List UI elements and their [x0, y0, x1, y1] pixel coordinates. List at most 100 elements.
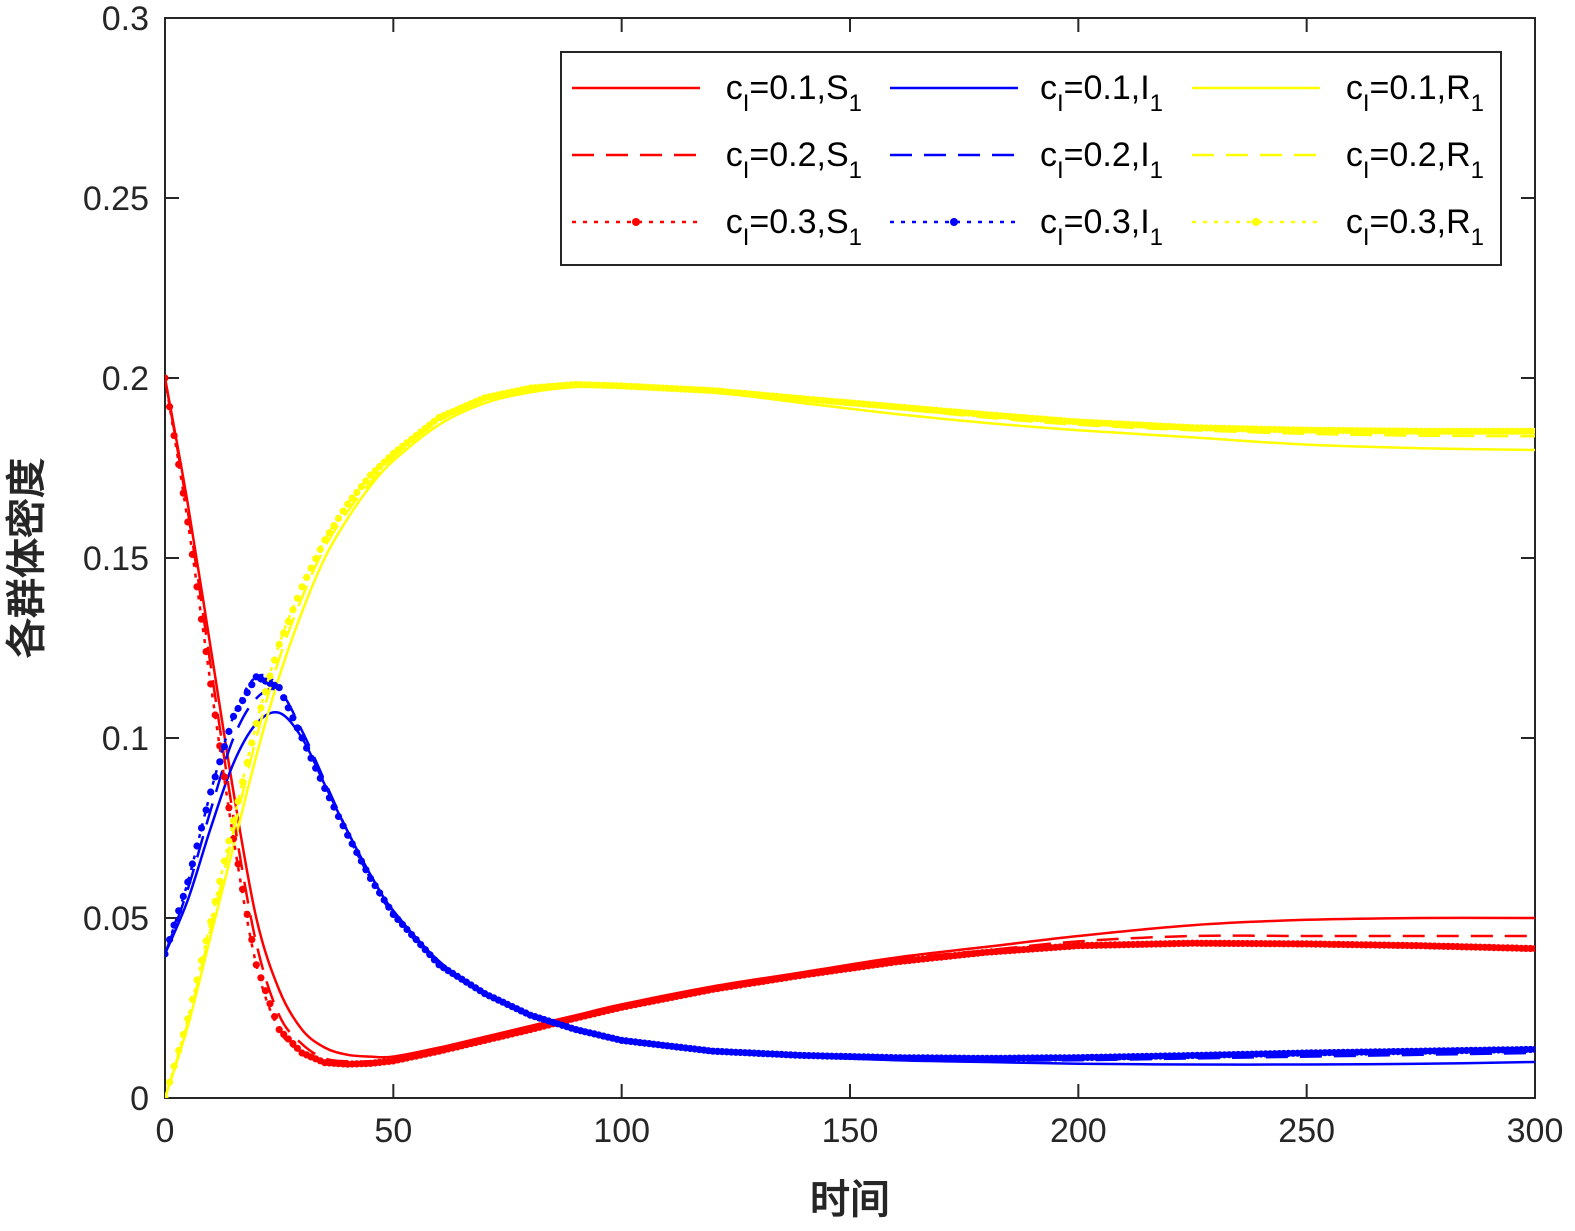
data-point [170, 921, 178, 929]
data-point [408, 931, 416, 939]
data-point [257, 974, 265, 982]
legend-label: cI=0.2,R1 [1346, 136, 1484, 184]
data-point [211, 711, 219, 719]
legend-item: cI=0.2,S1 [572, 136, 862, 184]
data-point [316, 774, 324, 782]
data-point [321, 536, 329, 544]
data-point [184, 1015, 192, 1023]
data-point [216, 877, 224, 885]
data-point [207, 788, 215, 796]
data-point [202, 937, 210, 945]
data-point [280, 629, 288, 637]
data-point [412, 936, 420, 944]
data-point [398, 920, 407, 929]
legend-item: cI=0.1,I1 [890, 69, 1163, 117]
data-point [303, 744, 311, 752]
data-point [220, 857, 228, 865]
data-point [426, 951, 434, 959]
data-point [188, 550, 196, 559]
y-tick-label: 0.3 [102, 0, 149, 38]
data-point [289, 1040, 297, 1048]
data-point [298, 583, 306, 591]
data-point [353, 848, 361, 857]
data-point [389, 910, 397, 919]
data-point [188, 860, 196, 868]
legend-item: cI=0.1,R1 [1192, 69, 1484, 117]
data-point [334, 812, 343, 821]
data-point [188, 995, 196, 1004]
data-point [1531, 945, 1535, 953]
legend-label: cI=0.3,R1 [1346, 203, 1484, 251]
data-point [385, 454, 393, 462]
data-point [239, 885, 247, 893]
legend-marker [1252, 218, 1260, 226]
data-point [344, 831, 352, 839]
data-point [216, 758, 224, 766]
data-point [366, 874, 375, 883]
legend-item: cI=0.3,I1 [890, 203, 1163, 251]
data-point [271, 1013, 279, 1021]
y-tick-label: 0.1 [102, 720, 149, 758]
x-tick-label: 150 [822, 1112, 879, 1150]
data-point [179, 892, 187, 901]
data-point [394, 915, 402, 924]
x-tick-labels: 0 50 100 150 200 250 300 [156, 1112, 1564, 1150]
data-point [303, 573, 311, 582]
data-point [248, 936, 256, 944]
legend-label: cI=0.2,S1 [726, 136, 862, 184]
data-point [284, 704, 292, 712]
data-point [252, 961, 260, 969]
data-point [220, 773, 228, 781]
y-tick-labels: 0 0.05 0.1 0.15 0.2 0.25 0.3 [83, 0, 149, 1118]
data-point [225, 727, 233, 736]
data-point [225, 804, 233, 812]
data-point [348, 840, 356, 848]
data-point [165, 374, 169, 382]
data-point [202, 648, 210, 656]
x-tick-label: 50 [374, 1112, 412, 1150]
data-point [316, 545, 324, 554]
data-point [362, 477, 370, 485]
legend-label: cI=0.1,S1 [726, 69, 862, 117]
data-point [197, 824, 206, 832]
data-point [357, 857, 365, 865]
data-point [165, 1094, 169, 1098]
data-point [193, 842, 201, 850]
data-point [1531, 1045, 1535, 1053]
data-point [330, 522, 338, 530]
data-point [229, 712, 238, 721]
legend-marker [632, 218, 640, 226]
data-point [275, 640, 283, 649]
data-point [330, 803, 338, 811]
data-point [243, 910, 251, 919]
data-point [307, 754, 315, 762]
data-point [293, 724, 301, 732]
data-point [193, 976, 201, 984]
data-point [1531, 427, 1535, 435]
data-point [202, 806, 210, 814]
y-tick-label: 0.05 [83, 900, 149, 938]
series-9 [165, 380, 1535, 1098]
data-point [280, 694, 288, 702]
y-tick-label: 0.25 [83, 180, 149, 218]
data-point [339, 507, 347, 515]
data-point [257, 704, 265, 712]
data-point [166, 1078, 174, 1086]
data-point [307, 564, 315, 572]
data-point [234, 860, 242, 868]
data-point [197, 956, 206, 965]
data-point [179, 489, 187, 497]
data-point [252, 720, 260, 728]
data-point [325, 529, 333, 537]
data-point [321, 784, 329, 793]
series-layer [165, 374, 1535, 1098]
data-point [385, 903, 393, 911]
data-point [298, 734, 306, 742]
y-tick-label: 0.15 [83, 540, 149, 578]
data-point [271, 656, 279, 664]
data-point [275, 1026, 283, 1034]
data-point [366, 471, 375, 479]
x-axis-label: 时间 [810, 1176, 890, 1223]
data-point [175, 907, 183, 915]
